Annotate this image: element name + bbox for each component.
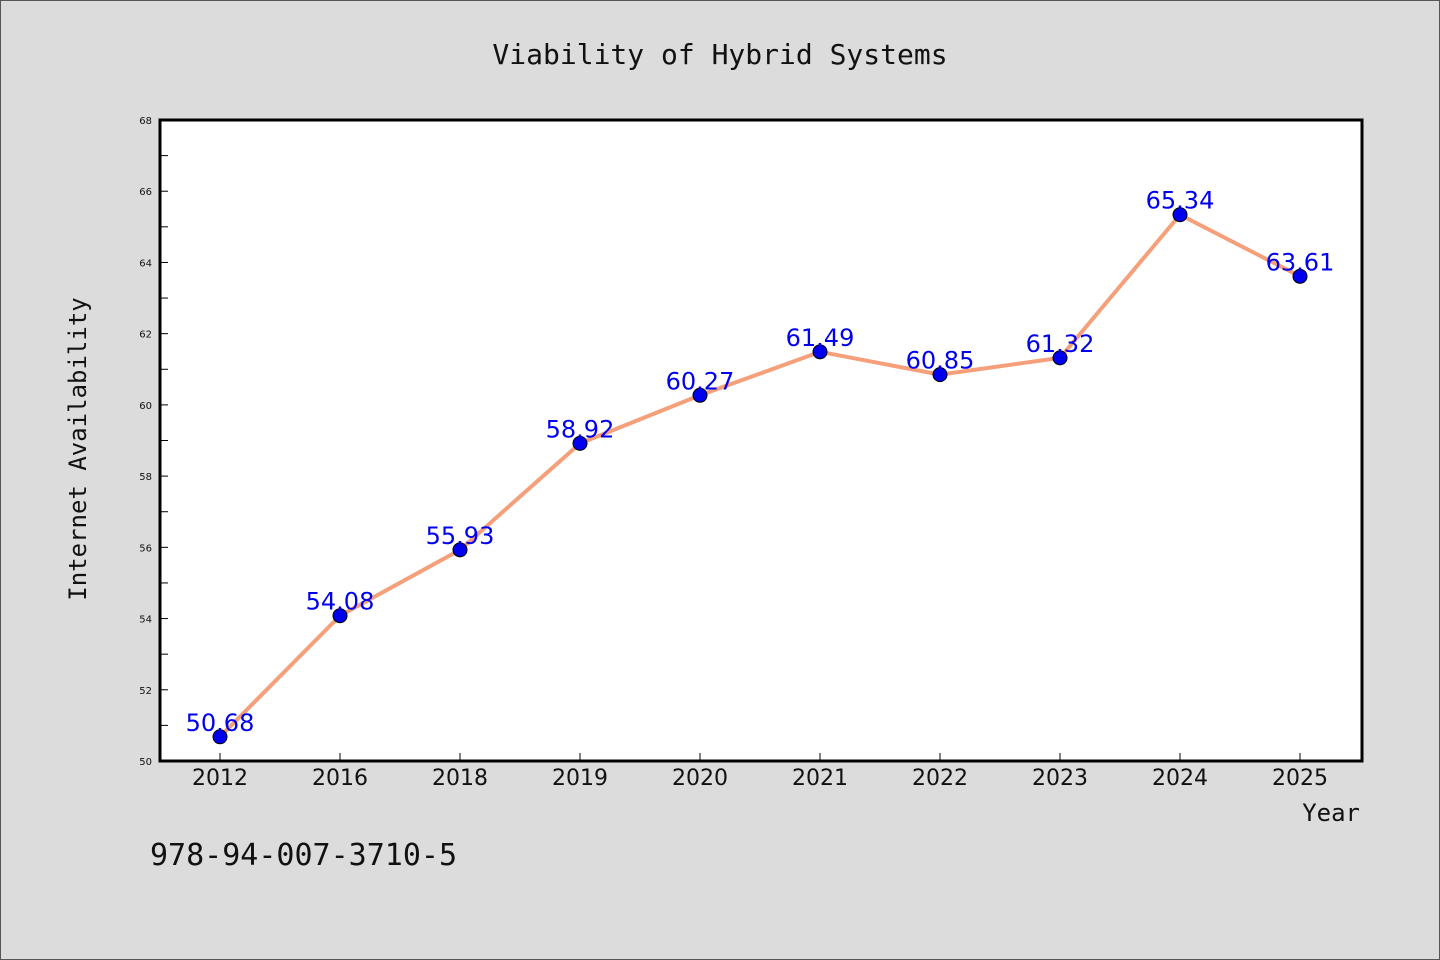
y-tick-label-52: 52: [139, 686, 152, 697]
data-point-2016: [332, 608, 348, 624]
data-point-2025: [1292, 268, 1308, 284]
x-tick-label-2012: 2012: [192, 766, 248, 791]
data-point-2021: [812, 344, 828, 360]
data-label-2020: 60.27: [666, 367, 735, 395]
data-point-2024: [1172, 207, 1188, 223]
x-tick-label-2021: 2021: [792, 766, 848, 791]
x-tick-label-2020: 2020: [672, 766, 728, 791]
data-label-2016: 54.08: [306, 588, 375, 616]
data-label-2019: 58.92: [546, 415, 615, 443]
data-label-2022: 60.85: [906, 347, 975, 375]
data-label-2018: 55.93: [426, 522, 495, 550]
y-tick-label-58: 58: [139, 472, 152, 483]
data-point-2020: [692, 387, 708, 403]
plot-area: [158, 118, 1364, 763]
x-tick-label-2018: 2018: [432, 766, 488, 791]
y-tick-label-68: 68: [139, 116, 152, 127]
y-tick-label-60: 60: [139, 401, 152, 412]
y-axis-label: Internet Availability: [64, 297, 92, 600]
data-labels-group: 50.68 54.08 55.93 58.92 60.27 61.49 60.85 61.32…: [186, 187, 1335, 737]
y-tick-label-56: 56: [139, 543, 152, 554]
y-tick-label-54: 54: [139, 615, 152, 626]
data-label-2025: 63.61: [1266, 248, 1335, 276]
x-axis-label: Year: [1302, 799, 1360, 827]
isbn-text: 978-94-007-3710-5: [150, 838, 457, 873]
data-point-2022: [932, 367, 948, 383]
data-point-2018: [452, 542, 468, 558]
x-tick-label-2024: 2024: [1152, 766, 1208, 791]
data-label-2012: 50.68: [186, 709, 255, 737]
y-tick-label-64: 64: [139, 258, 152, 269]
data-label-2023: 61.32: [1026, 330, 1095, 358]
x-tick-label-2019: 2019: [552, 766, 608, 791]
chart-title: Viability of Hybrid Systems: [492, 38, 947, 71]
y-tick-label-50: 50: [139, 757, 152, 768]
y-tick-label-66: 66: [139, 187, 152, 198]
x-tick-label-2025: 2025: [1272, 766, 1328, 791]
data-label-2021: 61.49: [786, 324, 855, 352]
data-label-2024: 65.34: [1146, 187, 1215, 215]
x-axis-ticks: 2012 2016 2018 2019 2020 2021 2022 2023 2024 2025: [192, 753, 1328, 791]
data-point-2012: [212, 729, 228, 745]
y-axis-ticks: 50 52 54 56 58 60 62 64 66 68: [139, 116, 168, 768]
data-point-2023: [1052, 350, 1068, 366]
series-group: [212, 207, 1308, 745]
x-tick-label-2022: 2022: [912, 766, 968, 791]
x-tick-label-2016: 2016: [312, 766, 368, 791]
y-tick-label-62: 62: [139, 330, 152, 341]
series-line: [218, 212, 1301, 739]
data-point-2019: [572, 435, 588, 451]
x-tick-label-2023: 2023: [1032, 766, 1088, 791]
